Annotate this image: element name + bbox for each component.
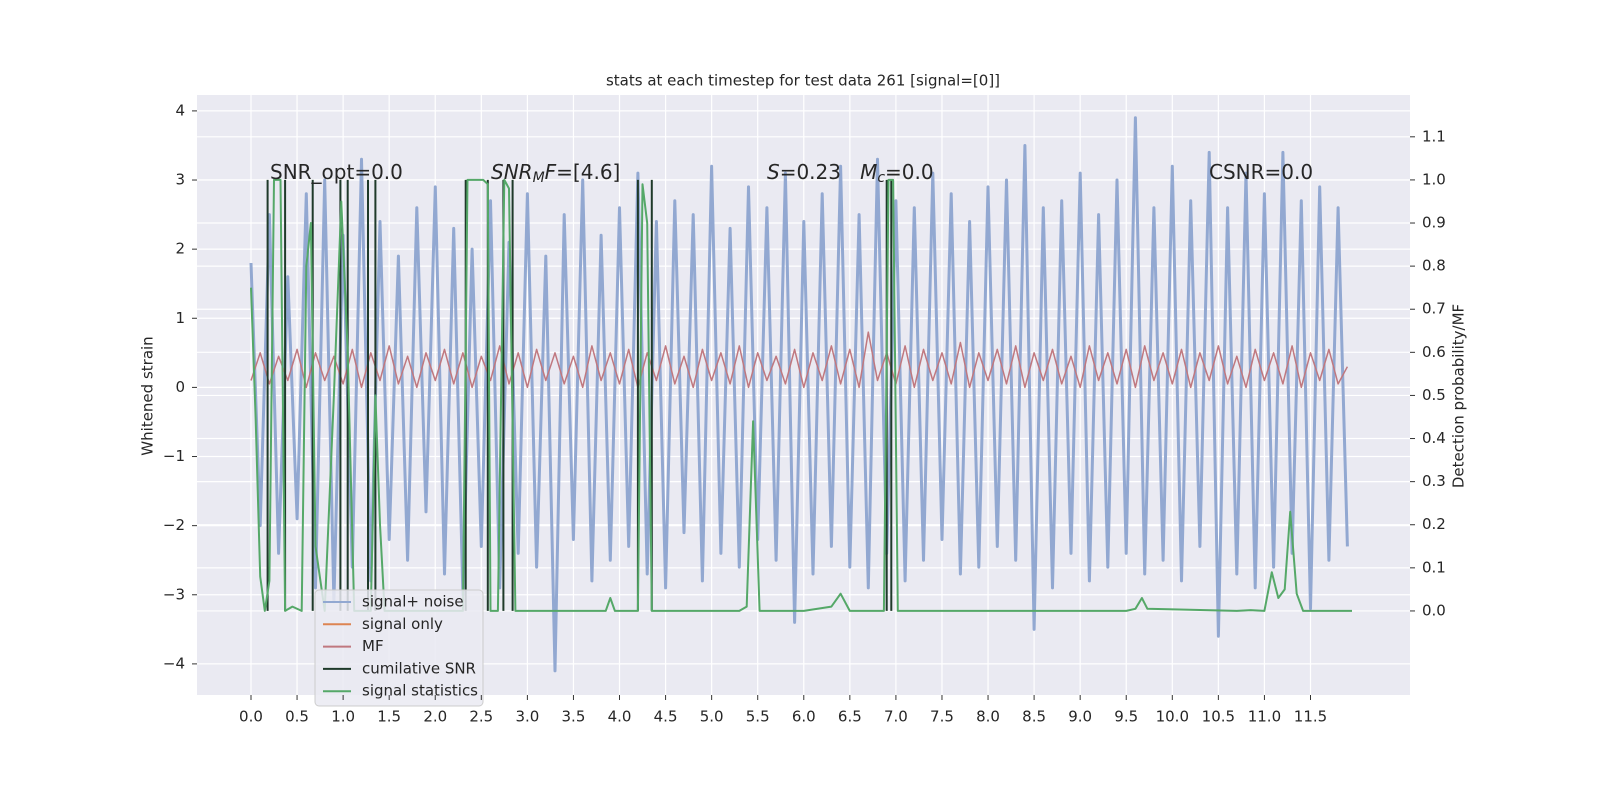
y-tick-label: 2 bbox=[175, 240, 185, 258]
annotation-part: F bbox=[545, 160, 557, 184]
y2-tick-label: 0.2 bbox=[1422, 515, 1446, 533]
legend-label: signal+ noise bbox=[362, 593, 464, 611]
annotation-part: =[4.6] bbox=[556, 160, 620, 184]
x-tick-label: 4.5 bbox=[654, 708, 678, 726]
legend-label: MF bbox=[362, 637, 384, 655]
series-line bbox=[250, 178, 1352, 612]
series-line bbox=[250, 331, 1349, 389]
y2-tick-label: 1.1 bbox=[1422, 127, 1446, 145]
y2-tick-label: 0.4 bbox=[1422, 429, 1446, 447]
annotation-part: c bbox=[877, 170, 885, 186]
x-tick-label: 6.5 bbox=[838, 708, 862, 726]
x-tick-label: 6.0 bbox=[792, 708, 816, 726]
y2-tick-label: 1.0 bbox=[1422, 170, 1446, 188]
y-tick-label: 0 bbox=[175, 378, 185, 396]
legend: signal+ noise signal only MF cumilative SNR… bbox=[314, 589, 484, 707]
x-tick-label: 9.5 bbox=[1114, 708, 1138, 726]
x-tick-label: 11.5 bbox=[1294, 708, 1327, 726]
y-tick-label: 3 bbox=[175, 171, 185, 189]
annotation-part: CSNR=0.0 bbox=[1209, 160, 1313, 184]
x-tick-label: 0.0 bbox=[239, 708, 263, 726]
x-tick-label: 1.5 bbox=[377, 708, 401, 726]
y2-tick-label: 0.6 bbox=[1422, 343, 1446, 361]
y2-tick-label: 0.0 bbox=[1422, 601, 1446, 619]
x-tick-label: 11.0 bbox=[1248, 708, 1281, 726]
x-tick-label: 3.5 bbox=[562, 708, 586, 726]
marks bbox=[249, 116, 1352, 673]
x-tick-label: 5.0 bbox=[700, 708, 724, 726]
annotation: SNRMF=[4.6] bbox=[491, 160, 620, 187]
annotation-part: =0.23 bbox=[780, 160, 860, 184]
x-tick-label: 2.5 bbox=[469, 708, 493, 726]
x-tick-label: 8.5 bbox=[1022, 708, 1046, 726]
y-tick-label: −3 bbox=[163, 585, 185, 603]
x-tick-label: 2.0 bbox=[423, 708, 447, 726]
y2-tick-label: 0.8 bbox=[1422, 257, 1446, 275]
y-tick-label: −4 bbox=[163, 654, 185, 672]
x-tick-label: 7.0 bbox=[884, 708, 908, 726]
annotation-part: SNR bbox=[491, 160, 533, 184]
annotation-part: S bbox=[767, 160, 780, 184]
x-tick-label: 1.0 bbox=[331, 708, 355, 726]
y-tick-label: −1 bbox=[163, 447, 185, 465]
legend-box bbox=[314, 589, 484, 707]
x-tick-label: 0.5 bbox=[285, 708, 309, 726]
y-tick-label: −2 bbox=[163, 516, 185, 534]
annotation: SNR_opt=0.0 bbox=[270, 160, 403, 184]
x-tick-label: 9.0 bbox=[1068, 708, 1092, 726]
chart-title: stats at each timestep for test data 261… bbox=[606, 72, 1000, 90]
x-tick-label: 8.0 bbox=[976, 708, 1000, 726]
x-tick-label: 7.5 bbox=[930, 708, 954, 726]
y2-axis-label: Detection probability/MF bbox=[1450, 304, 1468, 488]
annotation-part: =0.0 bbox=[885, 160, 934, 184]
annotation: CSNR=0.0 bbox=[1209, 160, 1313, 184]
legend-label: signal statistics bbox=[362, 682, 478, 700]
x-tick-label: 3.0 bbox=[515, 708, 539, 726]
y2-tick-label: 0.7 bbox=[1422, 300, 1446, 318]
y-tick-label: 4 bbox=[175, 101, 185, 119]
series-line bbox=[249, 116, 1349, 673]
x-tick-label: 4.0 bbox=[608, 708, 632, 726]
y2-tick-label: 0.5 bbox=[1422, 386, 1446, 404]
annotation: S=0.23 Mc=0.0 bbox=[767, 160, 934, 187]
annotation-part: SNR_opt=0.0 bbox=[270, 160, 403, 184]
legend-label: cumilative SNR bbox=[362, 659, 476, 677]
y2-tick-label: 0.9 bbox=[1422, 214, 1446, 232]
annotation-part: M bbox=[533, 170, 545, 186]
y2-tick-label: 0.1 bbox=[1422, 558, 1446, 576]
annotation-part: M bbox=[860, 160, 877, 184]
y-tick-label: 1 bbox=[175, 309, 185, 327]
y-axis-label: Whitened strain bbox=[139, 336, 157, 455]
x-tick-label: 5.5 bbox=[746, 708, 770, 726]
legend-label: signal only bbox=[362, 615, 443, 633]
x-tick-label: 10.5 bbox=[1202, 708, 1235, 726]
y2-tick-label: 0.3 bbox=[1422, 472, 1446, 490]
x-tick-label: 10.0 bbox=[1156, 708, 1189, 726]
